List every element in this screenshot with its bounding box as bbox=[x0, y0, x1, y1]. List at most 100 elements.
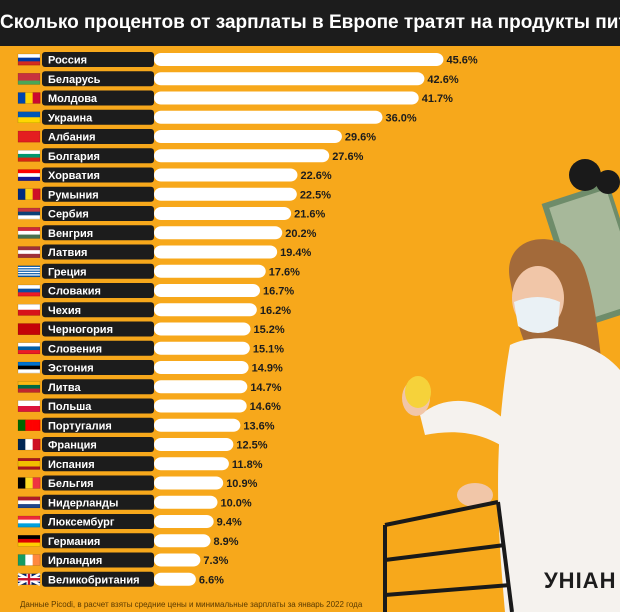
country-label-bg bbox=[42, 167, 154, 183]
country-label-bg bbox=[42, 437, 154, 452]
country-label-bg bbox=[42, 321, 154, 337]
flag-netherlands-icon bbox=[17, 496, 41, 509]
value-label: 10.9% bbox=[226, 478, 257, 490]
flag-czechia-icon bbox=[17, 304, 41, 316]
bar bbox=[154, 553, 201, 567]
country-label-bg bbox=[42, 90, 154, 106]
value-label: 14.9% bbox=[252, 363, 283, 375]
flag-belarus-icon bbox=[17, 73, 41, 85]
bar-row: Ирландия 7.3% bbox=[17, 552, 229, 568]
value-label: 15.1% bbox=[253, 343, 284, 355]
country-label: Россия bbox=[48, 55, 87, 67]
value-label: 27.6% bbox=[332, 151, 363, 163]
value-label: 17.6% bbox=[269, 266, 300, 278]
bar bbox=[154, 284, 261, 297]
bar bbox=[154, 476, 224, 490]
country-label: Черногория bbox=[48, 324, 113, 336]
flag-poland-icon bbox=[17, 400, 41, 412]
country-label-bg bbox=[42, 263, 154, 279]
bar bbox=[154, 264, 266, 278]
bar-row: Венгрия 20.2% bbox=[17, 225, 317, 241]
flag-lithuania-icon bbox=[17, 381, 41, 393]
country-label: Литва bbox=[48, 382, 81, 394]
woman-shopping-photo bbox=[383, 159, 620, 612]
country-label: Венгрия bbox=[48, 228, 93, 240]
bar-row: Эстония 14.9% bbox=[17, 360, 283, 375]
chart-title: Сколько процентов от зарплаты в Европе т… bbox=[0, 0, 620, 46]
country-label: Молдова bbox=[48, 93, 98, 105]
bar bbox=[154, 91, 419, 105]
bar-row: Испания 11.8% bbox=[17, 456, 263, 472]
value-label: 12.5% bbox=[236, 440, 267, 452]
money-stack-icon bbox=[541, 182, 620, 328]
value-label: 7.3% bbox=[203, 555, 228, 567]
country-label-bg bbox=[42, 225, 154, 241]
country-label-bg bbox=[42, 206, 154, 221]
bar-row: Чехия 16.2% bbox=[17, 302, 291, 318]
lemon-icon bbox=[405, 376, 431, 408]
value-label: 45.6% bbox=[446, 55, 477, 67]
bar bbox=[154, 72, 425, 86]
bar bbox=[154, 53, 444, 66]
country-label-bg bbox=[42, 398, 154, 414]
hand bbox=[457, 483, 493, 507]
bar-row: Россия 45.6% bbox=[17, 52, 478, 67]
flag-latvia-icon bbox=[17, 246, 41, 258]
bar-row: Нидерланды 10.0% bbox=[17, 494, 252, 510]
dark-ball-icon bbox=[596, 170, 620, 194]
shopping-basket-icon bbox=[383, 500, 514, 612]
bar-row: Украина 36.0% bbox=[17, 109, 417, 125]
country-label: Чехия bbox=[48, 305, 81, 317]
bar-row: Черногория 15.2% bbox=[17, 321, 285, 337]
country-label: Франция bbox=[48, 440, 97, 452]
bar-row: Сербия 21.6% bbox=[17, 206, 326, 221]
value-label: 16.2% bbox=[260, 305, 291, 317]
bar bbox=[154, 130, 342, 143]
bar bbox=[154, 149, 330, 163]
bar bbox=[154, 495, 218, 509]
bar-row: Литва 14.7% bbox=[17, 379, 282, 395]
bar bbox=[154, 303, 257, 317]
bar bbox=[154, 226, 283, 240]
dark-ball-icon bbox=[569, 159, 601, 191]
flag-greece-icon bbox=[17, 265, 41, 278]
flag-albania-icon bbox=[17, 130, 41, 143]
bar-row: Польша 14.6% bbox=[17, 398, 281, 414]
flag-france-icon bbox=[17, 438, 41, 451]
country-label-bg bbox=[42, 475, 154, 491]
country-label-bg bbox=[42, 129, 154, 144]
bar-row: Беларусь 42.6% bbox=[17, 71, 459, 87]
value-label: 19.4% bbox=[280, 247, 311, 259]
flag-uk-icon bbox=[17, 572, 41, 586]
value-label: 20.2% bbox=[285, 228, 316, 240]
country-label-bg bbox=[42, 52, 154, 67]
country-label: Словакия bbox=[48, 286, 101, 298]
country-label-bg bbox=[42, 109, 154, 125]
bar-row: Люксембург 9.4% bbox=[17, 514, 242, 529]
flag-hungary-icon bbox=[17, 227, 41, 239]
bar bbox=[154, 322, 251, 336]
flag-estonia-icon bbox=[17, 361, 41, 374]
country-label: Хорватия bbox=[48, 170, 100, 182]
flag-belgium-icon bbox=[17, 477, 41, 489]
country-label: Великобритания bbox=[48, 574, 140, 586]
country-label-bg bbox=[42, 244, 154, 260]
face-mask bbox=[514, 297, 560, 333]
source-note: Данные Picodi, в расчет взяты средние це… bbox=[20, 600, 363, 609]
value-label: 15.2% bbox=[253, 324, 284, 336]
country-label-bg bbox=[42, 302, 154, 318]
bar bbox=[154, 187, 297, 201]
bar bbox=[154, 457, 229, 471]
flag-slovenia-icon bbox=[17, 342, 41, 355]
value-label: 36.0% bbox=[386, 112, 417, 124]
bar bbox=[154, 418, 241, 432]
value-label: 14.6% bbox=[250, 401, 281, 413]
country-label: Латвия bbox=[48, 247, 87, 259]
bar-row: Хорватия 22.6% bbox=[17, 167, 332, 183]
flag-slovakia-icon bbox=[17, 284, 41, 297]
country-label: Болгария bbox=[48, 151, 100, 163]
country-label: Беларусь bbox=[48, 74, 101, 86]
bar-row: Латвия 19.4% bbox=[17, 244, 312, 260]
value-label: 10.0% bbox=[220, 497, 251, 509]
bar bbox=[154, 168, 298, 182]
